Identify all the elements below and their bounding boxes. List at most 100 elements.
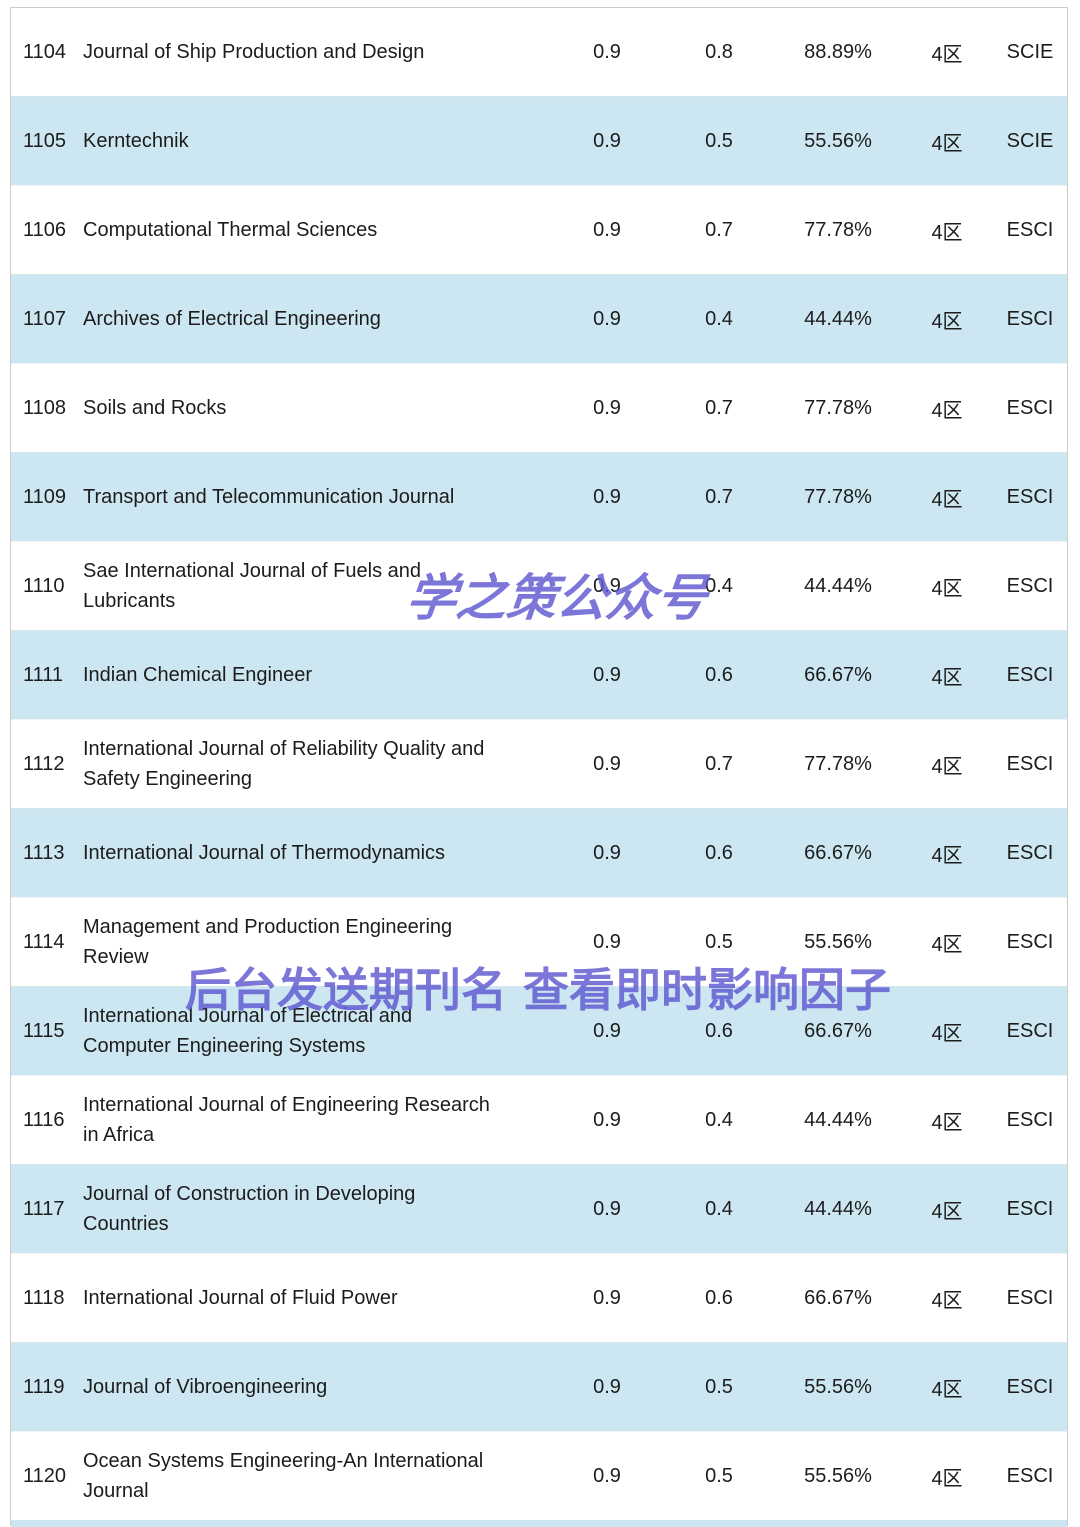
zone-cell: 4区 xyxy=(931,221,963,244)
rank-cell: 1115 xyxy=(23,1019,65,1042)
journal-name-text: International Journal of Thermodynamics xyxy=(83,842,446,864)
percent-cell: 44.44% xyxy=(804,574,872,597)
journal-name-cell: Kerntechnik xyxy=(83,126,551,156)
index-type-cell: ESCI xyxy=(1006,1375,1054,1398)
journal-name-text: Journal of Vibroengineering xyxy=(83,1376,328,1398)
table-row: 1120 Ocean Systems Engineering-An Intern… xyxy=(11,1431,1067,1520)
table-row: 1106 Computational Thermal Sciences 0.9 … xyxy=(11,185,1067,274)
rank-cell: 1105 xyxy=(23,129,67,152)
metric1-cell: 0.9 xyxy=(593,307,621,330)
index-type-cell: SCIE xyxy=(1006,129,1054,152)
journal-name-cell: International Journal of Thermodynamics xyxy=(83,838,551,868)
table-row: 1112 International Journal of Reliabilit… xyxy=(11,719,1067,808)
metric1-cell: 0.9 xyxy=(593,663,621,686)
zone-cell: 4区 xyxy=(931,43,963,66)
zone-cell: 4区 xyxy=(931,1467,963,1490)
journal-name-cell: Sae International Journal of Fuels and L… xyxy=(83,556,551,616)
index-type-cell: ESCI xyxy=(1006,574,1054,597)
metric2-cell: 0.7 xyxy=(705,485,733,508)
table-row: 1111 Indian Chemical Engineer 0.9 0.6 66… xyxy=(11,630,1067,719)
percent-cell: 55.56% xyxy=(804,1375,872,1398)
table-row: 1105 Kerntechnik 0.9 0.5 55.56% 4区 SCIE xyxy=(11,96,1067,185)
rank-cell: 1117 xyxy=(23,1197,65,1220)
journal-name-cell: Indian Chemical Engineer xyxy=(83,660,551,690)
journal-name-cell: Archives of Electrical Engineering xyxy=(83,304,551,334)
metric1-cell: 0.9 xyxy=(593,1464,621,1487)
index-type-cell: ESCI xyxy=(1006,841,1054,864)
percent-cell: 55.56% xyxy=(804,1464,872,1487)
metric2-cell: 0.8 xyxy=(705,40,733,63)
table-row: 1119 Journal of Vibroengineering 0.9 0.5… xyxy=(11,1342,1067,1431)
zone-cell: 4区 xyxy=(931,1378,963,1401)
index-type-cell: ESCI xyxy=(1006,752,1054,775)
journal-name-cell: International Journal of Reliability Qua… xyxy=(83,734,551,794)
index-type-cell: ESCI xyxy=(1006,1108,1054,1131)
metric2-cell: 0.6 xyxy=(705,841,733,864)
metric2-cell: 0.4 xyxy=(705,574,733,597)
rank-cell: 1104 xyxy=(23,40,67,63)
metric2-cell: 0.6 xyxy=(705,1019,733,1042)
table-row: 1118 International Journal of Fluid Powe… xyxy=(11,1253,1067,1342)
index-type-cell: ESCI xyxy=(1006,663,1054,686)
metric1-cell: 0.9 xyxy=(593,574,621,597)
rank-cell: 1120 xyxy=(23,1464,67,1487)
journal-table-body: 1104 Journal of Ship Production and Desi… xyxy=(11,8,1067,1527)
zone-cell: 4区 xyxy=(931,1289,963,1312)
zone-cell: 4区 xyxy=(931,1200,963,1223)
metric1-cell: 0.9 xyxy=(593,129,621,152)
zone-cell: 4区 xyxy=(931,577,963,600)
rank-cell: 1111 xyxy=(23,663,64,686)
percent-cell: 66.67% xyxy=(804,663,872,686)
table-row: 1109 Transport and Telecommunication Jou… xyxy=(11,452,1067,541)
percent-cell: 66.67% xyxy=(804,1019,872,1042)
rank-cell: 1112 xyxy=(23,752,65,775)
metric1-cell: 0.9 xyxy=(593,396,621,419)
partial-next-row xyxy=(11,1520,1067,1527)
journal-name-text: Ocean Systems Engineering-An Internation… xyxy=(83,1450,484,1502)
metric1-cell: 0.9 xyxy=(593,752,621,775)
journal-name-text: Sae International Journal of Fuels and L… xyxy=(83,560,421,612)
table-row: 1117 Journal of Construction in Developi… xyxy=(11,1164,1067,1253)
metric1-cell: 0.9 xyxy=(593,1375,621,1398)
journal-name-cell: Journal of Construction in Developing Co… xyxy=(83,1179,551,1239)
percent-cell: 88.89% xyxy=(804,40,872,63)
journal-name-text: International Journal of Reliability Qua… xyxy=(83,738,485,790)
metric2-cell: 0.6 xyxy=(705,663,733,686)
metric2-cell: 0.7 xyxy=(705,218,733,241)
index-type-cell: ESCI xyxy=(1006,218,1054,241)
zone-cell: 4区 xyxy=(931,488,963,511)
journal-name-text: International Journal of Fluid Power xyxy=(83,1287,398,1309)
zone-cell: 4区 xyxy=(931,844,963,867)
table-sheet: 1104 Journal of Ship Production and Desi… xyxy=(10,7,1068,1527)
index-type-cell: ESCI xyxy=(1006,485,1054,508)
journal-name-cell: Transport and Telecommunication Journal xyxy=(83,482,551,512)
metric2-cell: 0.4 xyxy=(705,1197,733,1220)
table-row: 1108 Soils and Rocks 0.9 0.7 77.78% 4区 E… xyxy=(11,363,1067,452)
journal-name-text: Journal of Construction in Developing Co… xyxy=(83,1183,416,1235)
journal-name-cell: Journal of Vibroengineering xyxy=(83,1372,551,1402)
metric1-cell: 0.9 xyxy=(593,1108,621,1131)
rank-cell: 1114 xyxy=(23,930,65,953)
zone-cell: 4区 xyxy=(931,1111,963,1134)
journal-name-cell: Computational Thermal Sciences xyxy=(83,215,551,245)
rank-cell: 1109 xyxy=(23,485,67,508)
journal-name-cell: International Journal of Electrical and … xyxy=(83,1001,551,1061)
percent-cell: 55.56% xyxy=(804,930,872,953)
zone-cell: 4区 xyxy=(931,132,963,155)
table-row: 1115 International Journal of Electrical… xyxy=(11,986,1067,1075)
metric2-cell: 0.7 xyxy=(705,396,733,419)
zone-cell: 4区 xyxy=(931,399,963,422)
journal-name-text: International Journal of Electrical and … xyxy=(83,1005,413,1057)
zone-cell: 4区 xyxy=(931,666,963,689)
journal-name-text: International Journal of Engineering Res… xyxy=(83,1094,490,1146)
journal-name-cell: Ocean Systems Engineering-An Internation… xyxy=(83,1446,551,1506)
metric2-cell: 0.5 xyxy=(705,1464,733,1487)
metric2-cell: 0.5 xyxy=(705,930,733,953)
metric1-cell: 0.9 xyxy=(593,841,621,864)
index-type-cell: ESCI xyxy=(1006,1197,1054,1220)
rank-cell: 1108 xyxy=(23,396,67,419)
rank-cell: 1107 xyxy=(23,307,67,330)
journal-name-text: Soils and Rocks xyxy=(83,397,227,419)
metric1-cell: 0.9 xyxy=(593,1197,621,1220)
